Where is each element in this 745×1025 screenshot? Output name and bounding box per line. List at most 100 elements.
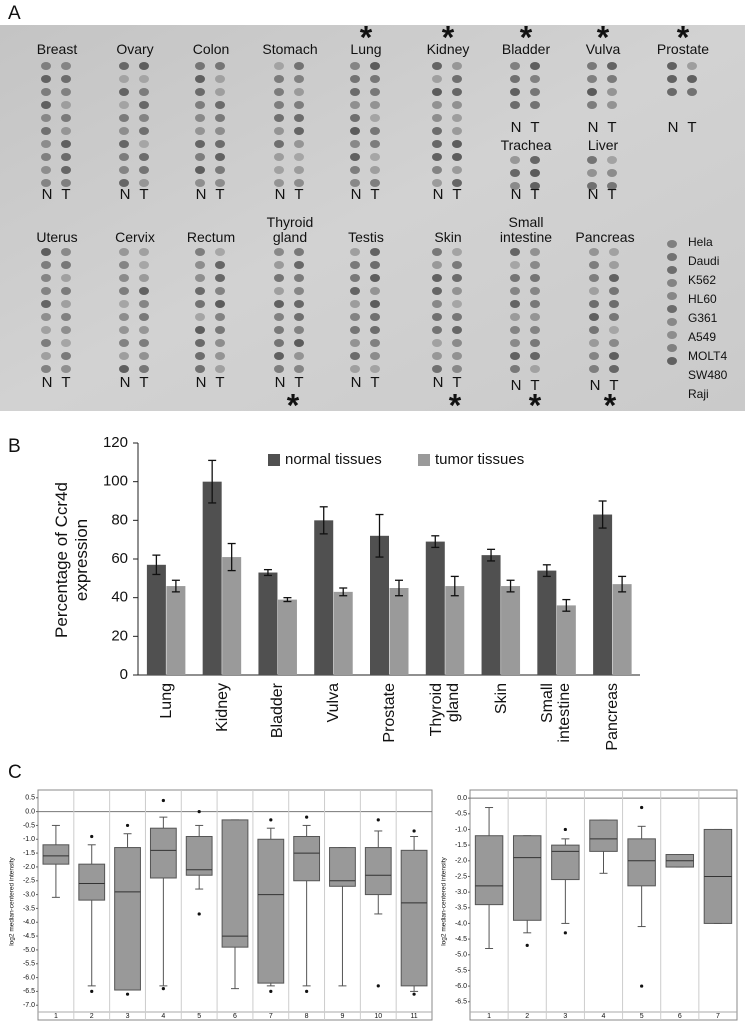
blot-spot bbox=[589, 248, 599, 256]
blot-spot bbox=[195, 166, 205, 174]
blot-spot bbox=[294, 62, 304, 70]
blot-spot bbox=[530, 287, 540, 295]
blot-spot bbox=[119, 114, 129, 122]
blot-spot bbox=[530, 156, 540, 164]
x-tick-label: 1 bbox=[487, 1013, 491, 1020]
tissue-label: Ovary bbox=[116, 41, 154, 57]
blot-spot bbox=[195, 62, 205, 70]
blot-spot bbox=[452, 88, 462, 96]
y-tick-label: -2.0 bbox=[23, 864, 35, 871]
bar bbox=[389, 588, 409, 675]
tissue-label: Trachea bbox=[500, 137, 552, 153]
blot-spot bbox=[294, 261, 304, 269]
blot-spot bbox=[530, 101, 540, 109]
blot-spot bbox=[667, 331, 677, 339]
blot-spot bbox=[589, 261, 599, 269]
blot-spot bbox=[510, 62, 520, 70]
blot-spot bbox=[119, 352, 129, 360]
blot-spot bbox=[370, 352, 380, 360]
normal-label: N bbox=[196, 186, 207, 203]
blot-spot bbox=[607, 182, 617, 190]
blot-spot bbox=[432, 140, 442, 148]
blot-spot bbox=[350, 352, 360, 360]
normal-label: N bbox=[351, 374, 362, 391]
blot-spot bbox=[294, 300, 304, 308]
bar bbox=[556, 605, 576, 675]
blot-spot bbox=[587, 169, 597, 177]
y-tick-label: -4.5 bbox=[455, 936, 467, 943]
blot-spot bbox=[530, 182, 540, 190]
blot-spot bbox=[530, 365, 540, 373]
tissue-label: Skin bbox=[434, 229, 462, 245]
x-tick-label: Prostate bbox=[380, 683, 398, 743]
blot-spot bbox=[294, 274, 304, 282]
x-tick-label: 3 bbox=[563, 1013, 567, 1020]
cell-line-label: SW480 bbox=[688, 368, 728, 382]
blot-spot bbox=[350, 153, 360, 161]
blot-spot bbox=[41, 114, 51, 122]
blot-spot bbox=[350, 300, 360, 308]
blot-spot bbox=[274, 62, 284, 70]
blot-spot bbox=[274, 166, 284, 174]
blot-spot bbox=[609, 352, 619, 360]
blot-spot bbox=[215, 101, 225, 109]
blot-spot bbox=[530, 300, 540, 308]
blot-spot bbox=[61, 365, 71, 373]
blot-spot bbox=[139, 140, 149, 148]
blot-spot bbox=[452, 114, 462, 122]
blot-spot bbox=[119, 261, 129, 269]
blot-spot bbox=[215, 127, 225, 135]
blot-spot bbox=[432, 261, 442, 269]
outlier bbox=[305, 989, 309, 994]
blot-spot bbox=[41, 274, 51, 282]
blot-spot bbox=[609, 248, 619, 256]
blot-spot bbox=[432, 248, 442, 256]
x-tick-label: 2 bbox=[90, 1013, 94, 1020]
significance-marker: * bbox=[442, 19, 455, 55]
blot-spot bbox=[510, 326, 520, 334]
blot-spot bbox=[139, 153, 149, 161]
y-tick-label: -6.5 bbox=[23, 988, 35, 995]
y-tick-label: -4.0 bbox=[23, 919, 35, 926]
blot-spot bbox=[294, 313, 304, 321]
blot-spot bbox=[41, 127, 51, 135]
blot-spot bbox=[119, 287, 129, 295]
blot-spot bbox=[61, 179, 71, 187]
box bbox=[221, 819, 249, 948]
x-tick-label: 3 bbox=[126, 1013, 130, 1020]
blot-spot bbox=[370, 313, 380, 321]
x-tick-label: Small intestine bbox=[539, 683, 574, 743]
blot-spot bbox=[432, 62, 442, 70]
outlier bbox=[269, 818, 273, 822]
y-axis-label: log2 median-centered intensity bbox=[441, 856, 448, 945]
blot-spot bbox=[294, 326, 304, 334]
blot-spot bbox=[510, 339, 520, 347]
tumor-label: T bbox=[370, 374, 379, 391]
y-tick-label: -1.0 bbox=[455, 826, 467, 833]
blot-spot bbox=[215, 313, 225, 321]
bar bbox=[501, 586, 521, 675]
normal-label: N bbox=[511, 186, 522, 203]
blot-spot bbox=[215, 261, 225, 269]
blot-spot bbox=[41, 88, 51, 96]
blot-spot bbox=[119, 140, 129, 148]
blot-spot bbox=[119, 365, 129, 373]
blot-spot bbox=[119, 127, 129, 135]
blot-spot bbox=[370, 62, 380, 70]
blot-spot bbox=[41, 179, 51, 187]
y-tick-label: -3.5 bbox=[455, 905, 467, 912]
significance-marker: * bbox=[677, 19, 690, 55]
blot-spot bbox=[139, 313, 149, 321]
y-tick-label: 0.0 bbox=[25, 808, 35, 815]
x-tick-label: 6 bbox=[678, 1013, 682, 1020]
x-tick-label: 5 bbox=[640, 1013, 644, 1020]
x-tick-label: Kidney bbox=[213, 683, 231, 732]
blot-spot bbox=[41, 326, 51, 334]
outlier bbox=[412, 992, 416, 996]
blot-spot bbox=[119, 300, 129, 308]
blot-spot bbox=[687, 62, 697, 70]
x-tick-label: 2 bbox=[525, 1013, 529, 1020]
blot-spot bbox=[61, 62, 71, 70]
bar bbox=[146, 564, 166, 675]
blot-spot bbox=[274, 127, 284, 135]
